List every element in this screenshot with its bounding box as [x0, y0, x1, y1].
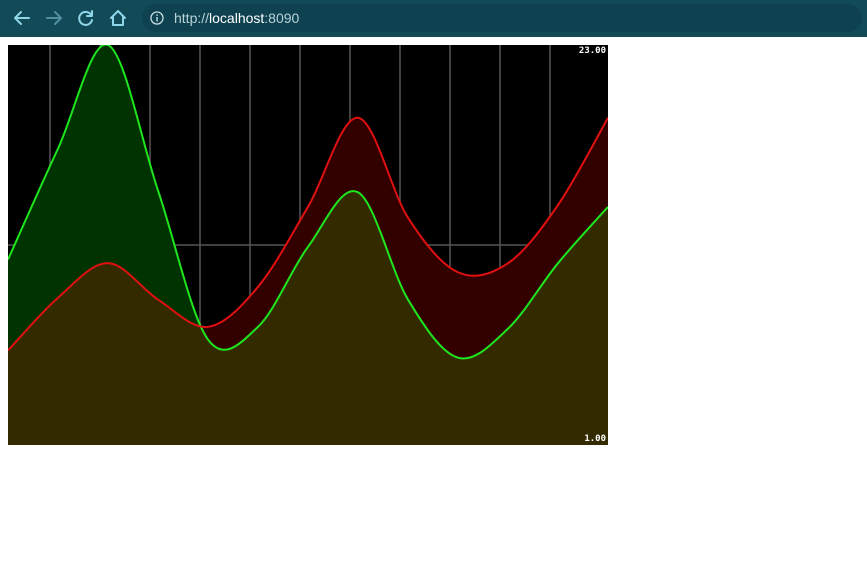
forward-button[interactable]	[40, 4, 68, 32]
url-scheme: http://	[174, 10, 210, 26]
home-button[interactable]	[104, 4, 132, 32]
y-max-label: 23.00	[578, 46, 606, 56]
reload-button[interactable]	[72, 4, 100, 32]
forward-arrow-icon	[46, 11, 62, 25]
overlap-area	[8, 117, 608, 445]
back-button[interactable]	[8, 4, 36, 32]
home-icon	[110, 10, 126, 26]
url-text[interactable]: http://localhost:8090	[174, 10, 299, 26]
url-port: :8090	[264, 10, 300, 26]
browser-toolbar: http://localhost:8090	[0, 0, 867, 37]
address-bar[interactable]: http://localhost:8090	[142, 4, 862, 32]
reload-icon	[78, 10, 93, 26]
chart-plot	[8, 45, 608, 445]
url-host: localhost	[209, 10, 265, 26]
info-icon[interactable]	[150, 11, 164, 25]
back-arrow-icon	[14, 11, 30, 25]
area-chart: 23.00 1.00	[8, 45, 608, 445]
y-min-label: 1.00	[584, 434, 606, 444]
series-2-line	[8, 116, 608, 352]
series-1-line	[8, 45, 608, 360]
